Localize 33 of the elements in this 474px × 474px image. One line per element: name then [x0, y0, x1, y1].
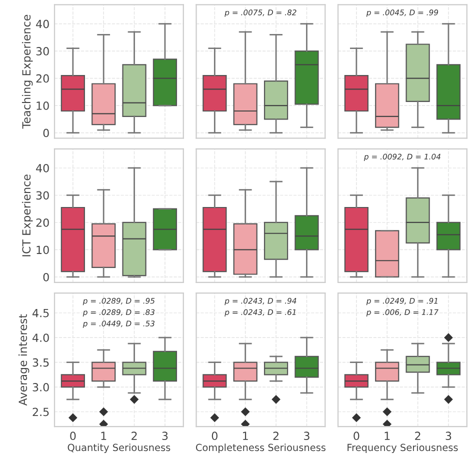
x-tick-label: 0 — [212, 432, 218, 440]
x-tick-label: 3 — [162, 432, 168, 440]
x-tick-label: 3 — [446, 432, 452, 440]
y-tick-label: 30 — [36, 191, 49, 200]
x-tick-label: 1 — [101, 432, 106, 440]
y-tick-label: 4.5 — [32, 309, 49, 318]
x-tick-label: 0 — [354, 432, 360, 440]
y-tick-label: 20 — [36, 218, 49, 227]
x-tick-label: 2 — [415, 432, 420, 440]
y-tick-label: 3.5 — [32, 358, 49, 367]
y-tick-label: 10 — [36, 246, 49, 254]
y-axis-title: Average interest — [18, 314, 30, 406]
x-tick-label: 3 — [304, 432, 310, 440]
y-tick-label: 30 — [36, 47, 49, 56]
y-tick-label: 2.5 — [32, 408, 49, 416]
x-tick-label: 0 — [70, 432, 76, 440]
y-tick-label: 0 — [43, 128, 49, 138]
y-tick-label: 40 — [36, 20, 49, 28]
y-tick-label: 40 — [36, 164, 49, 172]
y-axis-title: ICT Experience — [22, 174, 33, 256]
y-tick-label: 3.0 — [32, 383, 49, 392]
y-axis-title: Teaching Experience — [22, 14, 33, 129]
x-axis-title: Quantity Seriousness — [68, 444, 170, 454]
x-axis-title: Completeness Seriousness — [196, 444, 326, 454]
y-tick-label: 10 — [36, 102, 49, 110]
y-tick-label: 4.0 — [32, 334, 49, 342]
x-axis-title: Frequency Seriousness — [348, 444, 458, 454]
x-tick-label: 1 — [243, 432, 248, 440]
x-tick-label: 2 — [132, 432, 137, 440]
y-tick-label: 20 — [36, 74, 49, 83]
y-tick-label: 0 — [43, 272, 49, 282]
x-tick-label: 1 — [384, 432, 390, 440]
x-tick-label: 2 — [273, 432, 278, 440]
